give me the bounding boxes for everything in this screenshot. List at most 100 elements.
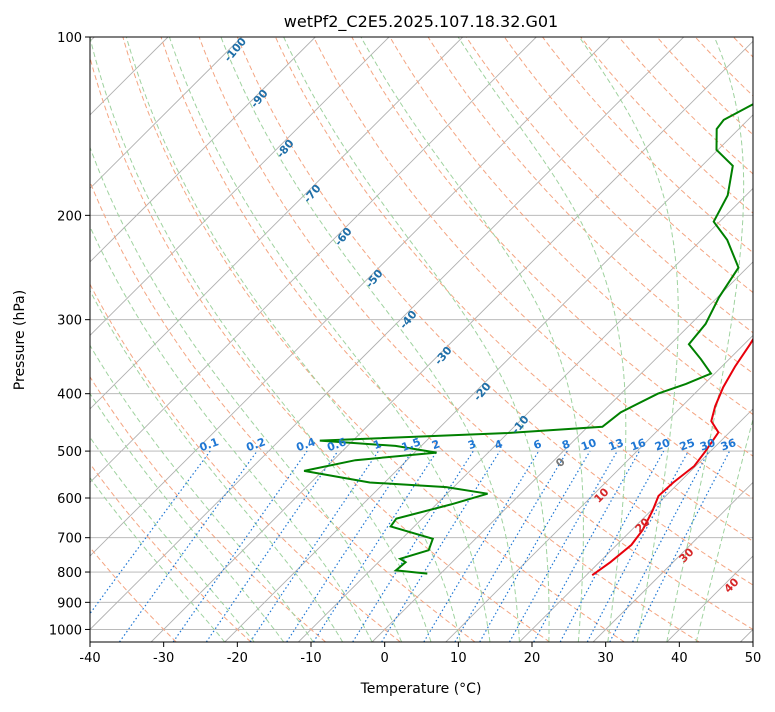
isotherm-line [519,408,753,642]
dry-adiabat-line [160,37,700,642]
mixing-ratio-line [381,450,501,642]
mixing-ratio-label: 0.1 [198,435,221,454]
moist-adiabat-line [283,37,550,642]
moist-adiabat-line [360,37,584,642]
moist-adiabat-line [90,37,432,642]
y-tick-label: 200 [57,209,82,224]
x-tick-label: -10 [300,651,321,666]
moist-adiabat-line [220,37,520,642]
mixing-ratio-label: 1.5 [400,435,423,454]
y-tick-label: 800 [57,566,82,581]
isotherm-line [90,37,611,557]
chart-title: wetPf2_C2E5.2025.107.18.32.G01 [284,12,558,32]
isotherm-line [90,37,316,263]
mixing-ratio-label: 30 [698,436,717,454]
moist-adiabat-line [90,436,255,642]
mixing-ratio-label: 13 [607,436,626,453]
mixing-ratio-line [559,450,665,642]
mixing-ratio-label: 1 [372,437,384,452]
mixing-ratio-line [249,450,379,642]
y-axis-label: Pressure (hPa) [12,290,28,390]
moist-adiabat-line [90,146,403,642]
x-tick-label: 20 [524,651,541,666]
isotherm-line [90,37,243,190]
moist-adiabat-line [90,392,285,642]
x-tick-label: 40 [671,651,688,666]
mixing-ratio-line [508,450,618,642]
mixing-ratio-line [172,450,308,642]
mixing-ratio-line [312,450,438,642]
mixing-ratio-label: 36 [719,436,738,454]
y-tick-label: 700 [57,532,82,547]
x-tick-label: 30 [597,651,614,666]
dewpoint-line [303,103,753,575]
moist-adiabat-line [666,37,745,642]
moist-adiabat-line [457,37,627,642]
dry-adiabat-line [90,283,401,642]
dry-adiabat-line [389,37,753,416]
x-tick-label: -40 [79,651,100,666]
dry-adiabat-line [90,180,476,642]
isotherm-line [90,37,464,410]
mixing-ratio-label: 20 [653,436,672,454]
mixing-ratio-label: 25 [678,436,697,453]
x-axis-label: Temperature (°C) [360,681,482,697]
dry-adiabat-line [236,37,753,586]
dry-adiabat-line [274,37,753,542]
y-tick-label: 1000 [49,623,82,638]
isotherm-line [150,40,753,642]
dry-adiabat-line [618,37,753,175]
isotherm-line [371,261,753,642]
mixing-ratio-line [533,450,640,642]
moist-adiabat-line [90,289,344,642]
mixing-ratio-label: 8 [560,437,572,452]
mixing-ratio-label: 0.4 [295,435,318,454]
mixing-ratio-label: 4 [493,437,505,452]
mixing-ratio-label: 6 [532,437,544,452]
mixing-ratio-line [205,450,339,642]
temperature-line [591,337,753,577]
mixing-ratio-line [286,450,413,642]
y-tick-label: 600 [57,492,82,507]
x-tick-label: 0 [381,651,389,666]
background-lines [90,37,753,642]
isotherm-line [90,37,537,484]
x-tick-label: 10 [450,651,467,666]
mixing-ratio-line [119,450,258,642]
plot-frame [89,36,754,643]
isotherm-line [592,481,753,642]
moist-adiabat-line [578,37,679,642]
moist-adiabat-line [90,344,314,642]
y-tick-label: 300 [57,314,82,329]
mixing-ratio-line [352,450,474,642]
isotherm-line [445,334,753,642]
dry-adiabat-line [541,37,753,254]
sounding-series [303,103,753,577]
mixing-ratio-label: 0.2 [245,435,268,454]
moist-adiabat-line [90,476,226,642]
y-tick-label: 900 [57,596,82,611]
mixing-ratio-label: 16 [629,436,648,454]
mixing-ratio-line [90,450,211,615]
mixing-ratio-label: 10 [579,436,598,454]
axes: -40 -30 -20 -10 0 10 20 30 40 5010020030040050060… [49,31,761,666]
dry-adiabat-line [503,37,753,294]
mixing-ratio-line [632,450,731,642]
y-tick-label: 500 [57,445,82,460]
dry-adiabat-line [427,37,753,374]
isotherm-line [90,37,685,631]
dry-adiabat-line [351,37,753,457]
moist-adiabat-line [90,225,373,642]
x-tick-label: -30 [153,651,174,666]
x-tick-label: 50 [745,651,762,666]
mixing-ratio-label: 0.6 [325,435,348,454]
mixing-ratio-label: 3 [466,437,478,452]
mixing-ratio-label: 2 [430,437,442,452]
isotherm-line [90,37,390,337]
y-tick-label: 400 [57,388,82,403]
dry-adiabat-line [122,37,625,642]
moist-adiabat-line [695,417,753,642]
x-tick-label: -20 [227,651,248,666]
